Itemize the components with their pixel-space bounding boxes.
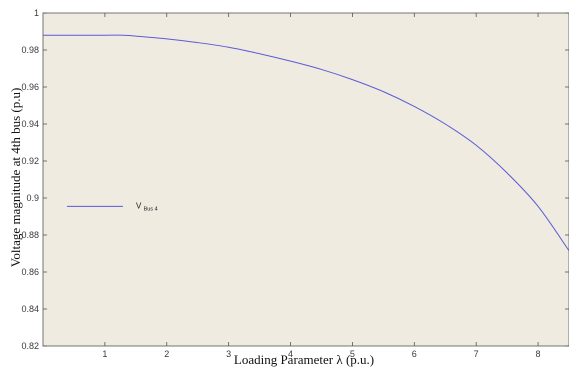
y-tick-label: 1 [34,8,39,18]
legend: V Bus 4 [67,201,158,212]
x-axis-title: Loading Parameter λ (p.u.) [234,352,374,367]
plot-area [42,12,569,347]
y-axis-ticks: 0.82 0.84 0.86 0.88 0.9 0.92 0.94 0.96 0.98 1 [21,8,569,351]
x-tick-label: 4 [288,349,293,359]
y-tick-label: 0.88 [21,230,39,240]
x-tick-label: 1 [102,349,107,359]
series-line-v-bus-4 [42,34,569,252]
x-tick-label: 3 [226,349,231,359]
y-tick-label: 0.82 [21,341,39,351]
x-tick-label: 5 [350,349,355,359]
y-tick-label: 0.86 [21,267,39,277]
x-tick-label: 7 [474,349,479,359]
x-axis-ticks: 1 2 3 4 5 6 7 8 [102,13,541,359]
series-layer [42,34,569,252]
x-tick-label: 8 [536,349,541,359]
x-tick-label: 2 [164,349,169,359]
y-tick-label: 0.96 [21,82,39,92]
y-tick-label: 0.92 [21,156,39,166]
y-tick-label: 0.98 [21,45,39,55]
y-tick-label: 0.9 [26,193,39,203]
legend-label-subscript: Bus 4 [144,206,158,212]
legend-label-main: V [136,201,142,210]
legend-label-v-bus-4: V Bus 4 [136,201,158,212]
y-tick-label: 0.94 [21,119,39,129]
y-tick-label: 0.84 [21,304,39,314]
x-tick-label: 6 [412,349,417,359]
y-axis-title: Voltage magnitude at 4th bus (p.u) [8,88,23,268]
